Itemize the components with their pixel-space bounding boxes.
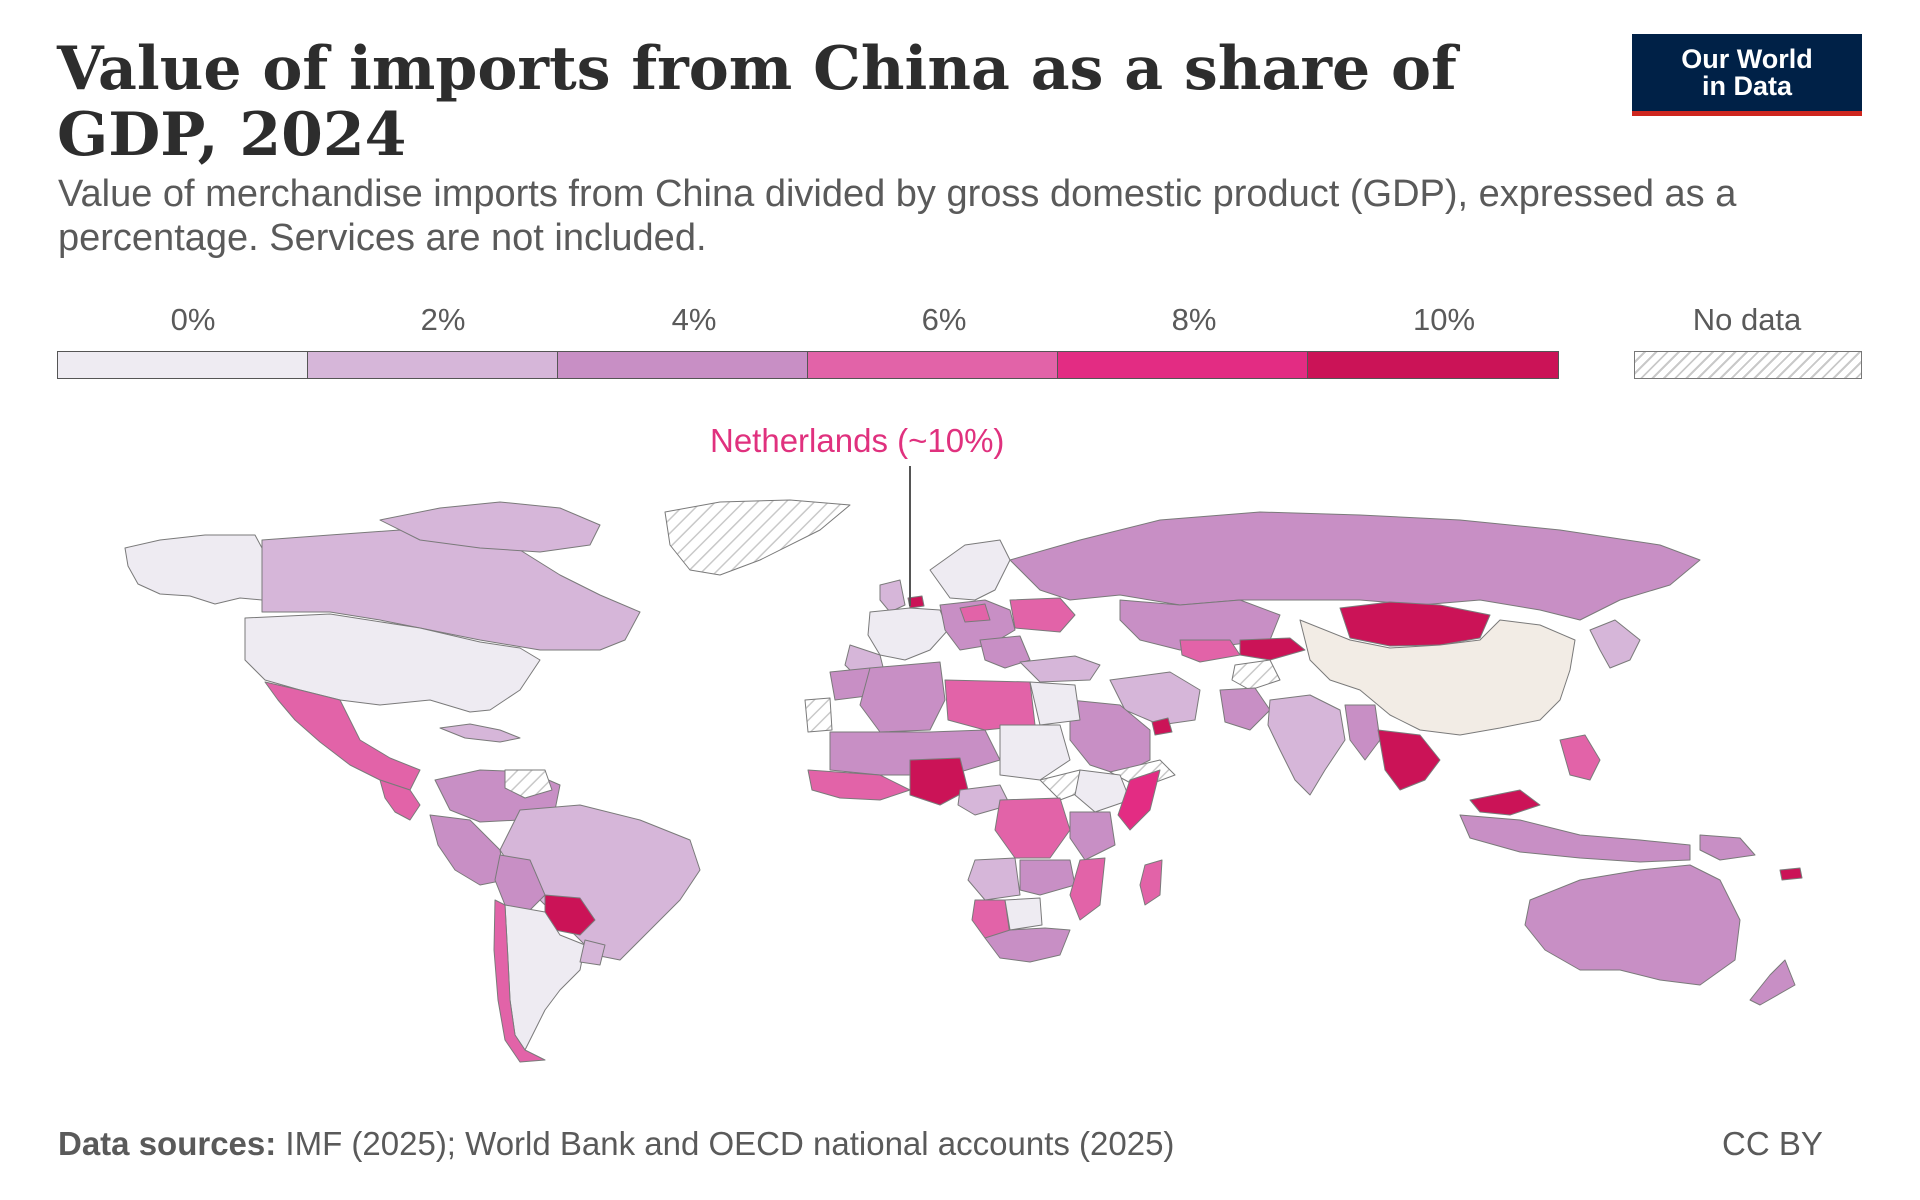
legend-tick-4: 4%	[671, 302, 717, 337]
legend-tick-6: 6%	[921, 302, 967, 337]
data-sources-label: Data sources:	[58, 1125, 277, 1162]
region-ethiopia	[1074, 769, 1131, 813]
logo-text: Our World in Data	[1681, 43, 1813, 101]
region-botswana	[1004, 897, 1043, 931]
legend-tick-2: 2%	[420, 302, 466, 337]
region-mongolia	[1339, 601, 1491, 647]
region-algeria	[859, 661, 946, 733]
region-east-africa	[1069, 811, 1116, 861]
license-link[interactable]: CC BY	[1722, 1125, 1823, 1162]
region-caribbean	[439, 723, 521, 743]
region-afghanistan-nodata	[1231, 659, 1281, 691]
legend-bin-2[interactable]	[557, 351, 808, 379]
region-central-africa	[957, 784, 1011, 816]
region-western-europe	[867, 607, 949, 661]
region-myanmar	[1344, 704, 1381, 761]
region-se-asia	[1377, 729, 1441, 791]
region-china	[1299, 619, 1576, 736]
region-libya	[944, 679, 1036, 731]
region-greenland	[664, 499, 851, 576]
region-alaska	[124, 534, 263, 605]
region-india	[1267, 694, 1346, 796]
region-nigeria	[909, 757, 969, 806]
chart-title: Value of imports from China as a share o…	[57, 34, 1457, 170]
region-scandinavia	[929, 539, 1011, 601]
region-sudan	[999, 724, 1071, 781]
region-australia	[1524, 864, 1741, 986]
region-zambia	[1019, 859, 1076, 896]
legend-tick-10: 10%	[1412, 302, 1476, 337]
region-png	[1699, 834, 1756, 861]
region-guiana-nodata	[504, 769, 553, 799]
legend-bin-3[interactable]	[807, 351, 1058, 379]
region-korea-japan	[1589, 619, 1641, 669]
region-drc	[994, 797, 1071, 859]
region-south-africa	[984, 927, 1071, 963]
legend-no-data-label: No data	[1692, 302, 1802, 337]
region-uruguay	[579, 939, 606, 966]
region-kyrgyz-tajik	[1239, 637, 1306, 661]
region-western-sahara-nodata	[804, 697, 833, 733]
region-uae	[1151, 717, 1173, 736]
region-central-america	[379, 779, 421, 821]
region-usa	[244, 613, 541, 713]
region-ukraine	[1009, 597, 1076, 633]
region-uzbekistan	[1179, 639, 1241, 663]
region-russia	[1009, 511, 1701, 621]
region-chile	[493, 899, 546, 1063]
region-balkans	[979, 635, 1031, 669]
region-canada-arctic	[379, 501, 601, 553]
region-malaysia	[1469, 789, 1541, 816]
legend-bin-0[interactable]	[57, 351, 308, 379]
legend-bin-5[interactable]	[1307, 351, 1559, 379]
legend-tick-0: 0%	[170, 302, 216, 337]
legend-bin-4[interactable]	[1057, 351, 1308, 379]
region-angola	[967, 857, 1021, 901]
legend-bin-1[interactable]	[307, 351, 558, 379]
chart-subtitle: Value of merchandise imports from China …	[58, 173, 1737, 259]
region-turkey	[1019, 655, 1101, 683]
owid-logo[interactable]: Our World in Data	[1632, 34, 1862, 116]
region-peru	[429, 814, 506, 886]
legend-no-data-swatch[interactable]	[1634, 351, 1862, 379]
region-uk	[879, 579, 906, 613]
region-poland	[959, 603, 991, 623]
region-indonesia	[1459, 814, 1691, 863]
region-west-africa	[807, 769, 911, 801]
region-pakistan	[1219, 687, 1271, 731]
region-mozambique	[1069, 857, 1106, 921]
region-egypt	[1029, 681, 1081, 726]
region-madagascar	[1139, 859, 1163, 906]
region-solomon	[1779, 867, 1803, 881]
data-sources-text[interactable]: IMF (2025); World Bank and OECD national…	[276, 1125, 1175, 1162]
legend-tick-8: 8%	[1171, 302, 1217, 337]
data-sources: Data sources: IMF (2025); World Bank and…	[58, 1125, 1174, 1163]
region-philippines	[1559, 734, 1601, 781]
region-somalia	[1117, 769, 1161, 831]
annotation-leader-line	[909, 466, 911, 606]
netherlands-annotation: Netherlands (~10%)	[710, 422, 1005, 459]
region-new-zealand	[1749, 959, 1796, 1006]
